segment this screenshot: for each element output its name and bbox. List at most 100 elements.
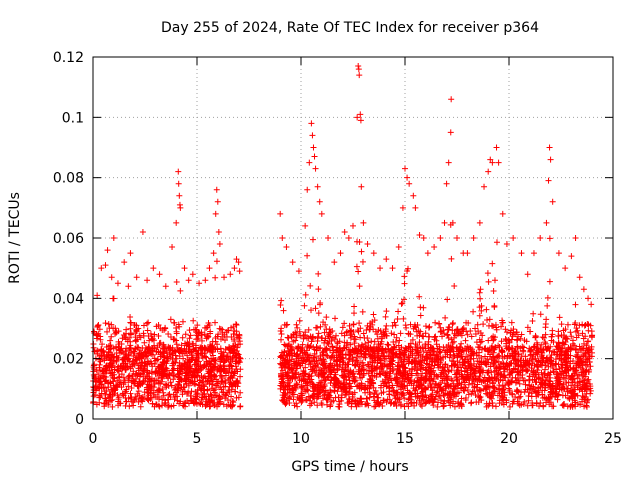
data-point (111, 366, 118, 373)
data-point (420, 235, 427, 241)
data-point (516, 380, 523, 387)
data-point (297, 348, 304, 355)
data-point (152, 393, 159, 400)
data-point (544, 357, 551, 364)
data-point (318, 210, 325, 217)
data-point (296, 328, 303, 335)
data-point (364, 395, 371, 402)
data-point (300, 357, 307, 364)
data-point (213, 382, 220, 389)
data-point (315, 286, 322, 293)
data-point (133, 274, 140, 281)
data-point (222, 370, 229, 377)
data-point (524, 271, 531, 278)
data-point (149, 335, 156, 342)
data-point (507, 403, 514, 410)
data-point (202, 346, 209, 353)
data-point (90, 393, 97, 400)
data-point (541, 380, 548, 387)
data-point (375, 327, 382, 334)
data-point (356, 239, 363, 246)
data-point (558, 321, 565, 328)
data-point (186, 327, 193, 334)
data-point (196, 280, 203, 287)
data-point (317, 323, 324, 330)
data-point (125, 375, 132, 382)
data-point (402, 365, 409, 372)
data-point (383, 380, 390, 387)
data-point (481, 360, 488, 367)
data-point (416, 361, 423, 368)
data-point (407, 400, 414, 407)
data-point (485, 337, 492, 344)
data-point (378, 390, 385, 397)
data-point (193, 396, 200, 403)
data-point (314, 183, 321, 190)
data-point (565, 355, 572, 362)
data-point (342, 361, 349, 368)
data-point (336, 361, 343, 368)
data-point (200, 362, 207, 369)
data-point (320, 352, 327, 359)
data-point (161, 401, 168, 408)
data-point (568, 346, 575, 353)
data-point (411, 357, 418, 364)
data-point (569, 373, 576, 380)
data-point (291, 402, 298, 409)
data-point (500, 401, 507, 408)
data-point (229, 380, 236, 387)
data-point (327, 403, 334, 410)
data-point (335, 394, 342, 401)
data-point (567, 329, 574, 336)
data-point (172, 352, 179, 359)
data-point (433, 337, 440, 344)
data-point (170, 372, 177, 379)
data-point (231, 336, 238, 343)
data-point (304, 186, 311, 193)
data-point (91, 328, 98, 335)
data-point (505, 337, 512, 344)
data-point (389, 265, 396, 272)
data-point (309, 385, 316, 392)
data-point (121, 259, 128, 266)
data-point (135, 362, 142, 369)
data-point (145, 319, 152, 326)
data-point (289, 259, 296, 266)
data-point (170, 391, 177, 398)
data-point (174, 344, 181, 351)
data-point (388, 384, 395, 391)
data-point (473, 363, 480, 370)
data-point (416, 339, 423, 346)
data-point (532, 355, 539, 362)
data-point (169, 244, 176, 251)
data-point (409, 346, 416, 353)
data-point (416, 231, 423, 238)
data-point (381, 362, 388, 369)
data-point (93, 367, 100, 374)
data-point (235, 394, 242, 401)
data-point (339, 324, 346, 331)
data-point (301, 302, 308, 309)
data-point (569, 394, 576, 401)
data-point (514, 388, 521, 395)
data-point (181, 340, 188, 347)
data-point (231, 327, 238, 334)
data-point (323, 352, 330, 359)
data-point (431, 384, 438, 391)
data-point (208, 369, 215, 376)
data-point (374, 331, 381, 338)
data-point (427, 351, 434, 358)
data-point (160, 358, 167, 365)
data-point (550, 348, 557, 355)
data-point (181, 400, 188, 407)
data-point (434, 403, 441, 410)
data-point (433, 351, 440, 358)
data-point (542, 366, 549, 373)
data-point (368, 338, 375, 345)
data-point (423, 367, 430, 374)
data-point (360, 330, 367, 337)
data-point (289, 364, 296, 371)
data-point (486, 383, 493, 390)
data-point (201, 350, 208, 357)
data-point (395, 308, 402, 315)
